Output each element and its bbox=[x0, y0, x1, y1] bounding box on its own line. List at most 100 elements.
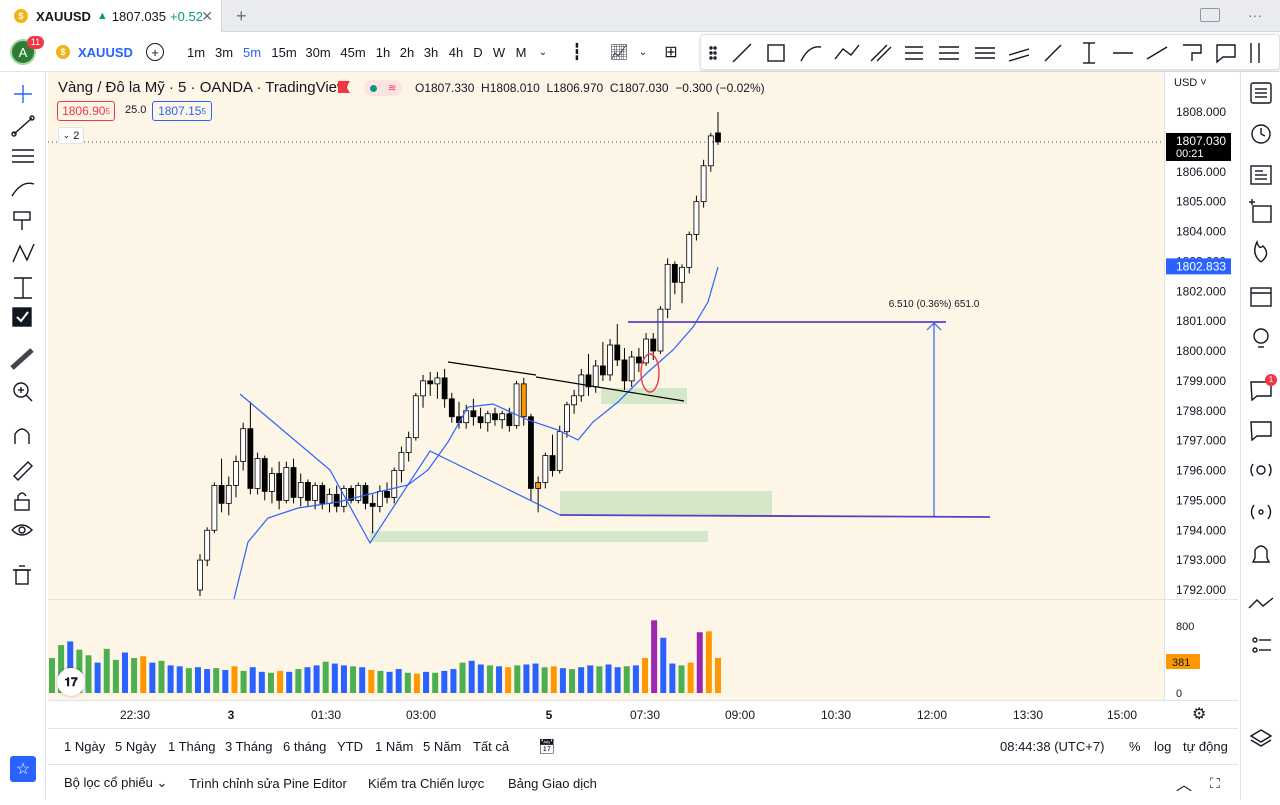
log-scale-toggle[interactable]: log bbox=[1154, 738, 1172, 754]
range-7[interactable]: 5 Năm bbox=[423, 738, 462, 754]
interval-3m[interactable]: 3m bbox=[214, 44, 234, 60]
volume-bar bbox=[231, 666, 238, 693]
interval-1h[interactable]: 1h bbox=[375, 44, 391, 60]
candle-body bbox=[276, 473, 283, 501]
clock-timezone[interactable]: 08:44:38 (UTC+7) bbox=[1000, 738, 1105, 754]
candle-body bbox=[635, 356, 642, 364]
collapse-panel-chevron-icon[interactable]: ︿ bbox=[1176, 777, 1193, 794]
interval-dropdown-chevron-icon[interactable]: ⌄ bbox=[538, 46, 548, 58]
settings-gear-icon[interactable]: ⚙︎ bbox=[1192, 706, 1207, 723]
time-tick-label: 22:30 bbox=[120, 708, 150, 722]
candle-body bbox=[520, 383, 527, 418]
regression-channel-icon bbox=[1008, 48, 1030, 62]
indicator-toggle-group[interactable]: ≋ bbox=[364, 80, 402, 96]
tab-symbol: XAUUSD bbox=[36, 8, 91, 24]
volume-bar bbox=[569, 669, 576, 693]
candle-body bbox=[628, 356, 635, 382]
volume-bar bbox=[103, 648, 110, 693]
compare-add-button[interactable]: + bbox=[144, 32, 166, 72]
chart-svg[interactable]: 6.510 (0.36%) 651.0 1808.0001807.0001806… bbox=[48, 72, 1238, 728]
close-icon[interactable]: ✕ bbox=[201, 7, 213, 24]
new-tab-button[interactable]: + bbox=[236, 6, 247, 26]
indicators-icon[interactable]: 📈︎ bbox=[609, 44, 629, 61]
cross-line-tool-icon bbox=[1146, 46, 1168, 60]
currency-selector[interactable]: USD ˅ bbox=[1174, 77, 1207, 89]
interval-1m[interactable]: 1m bbox=[186, 44, 206, 60]
collapse-indicators-button[interactable]: ⌄ 2 bbox=[58, 127, 84, 144]
interval-M[interactable]: M bbox=[515, 44, 527, 60]
volume-bar bbox=[322, 661, 329, 693]
volume-bar bbox=[249, 667, 256, 693]
range-6[interactable]: 1 Năm bbox=[375, 738, 414, 754]
tab-arrow: ▲ bbox=[96, 10, 108, 22]
zoom-in-icon bbox=[13, 382, 33, 402]
left-tools-svg bbox=[10, 85, 35, 585]
symbol-search-button[interactable]: $ XAUUSD bbox=[56, 32, 136, 72]
hotlist-flame-icon bbox=[1254, 239, 1268, 263]
panel-tab-3[interactable]: Bảng Giao dịch bbox=[508, 775, 597, 791]
news-icon bbox=[1250, 165, 1272, 185]
favorites-star-button[interactable]: ☆ bbox=[10, 756, 36, 782]
interval-5m[interactable]: 5m bbox=[242, 44, 262, 60]
candle-body bbox=[269, 473, 275, 492]
time-tick-label: 3 bbox=[228, 708, 235, 722]
indicators-chevron-icon[interactable]: ⌄ bbox=[638, 46, 648, 58]
price-tick-label: 1801.000 bbox=[1176, 314, 1226, 328]
layout-icon[interactable] bbox=[1200, 8, 1220, 22]
price-tick-label: 1802.000 bbox=[1176, 284, 1226, 298]
volume-bar bbox=[185, 668, 192, 693]
interval-D[interactable]: D bbox=[473, 44, 483, 60]
auto-scale-toggle[interactable]: tự động bbox=[1183, 738, 1228, 754]
range-5[interactable]: YTD bbox=[337, 738, 363, 754]
text-tool-left-icon bbox=[13, 211, 31, 230]
interval-2h[interactable]: 2h bbox=[399, 44, 415, 60]
ask-price: 1807.15 bbox=[158, 104, 202, 118]
sell-button[interactable]: 1806.90 5 bbox=[57, 101, 115, 121]
candle-body bbox=[283, 467, 290, 501]
magnet-icon bbox=[14, 428, 30, 444]
interval-4h[interactable]: 4h bbox=[448, 44, 464, 60]
pattern-tool-left-icon bbox=[12, 243, 35, 263]
layouts-grid-icon[interactable]: ⊞ bbox=[664, 44, 678, 61]
market-status-icon[interactable] bbox=[338, 81, 350, 93]
panel-tab-1[interactable]: Trình chỉnh sửa Pine Editor bbox=[189, 775, 347, 791]
range-8[interactable]: Tất cả bbox=[473, 738, 510, 754]
buy-button[interactable]: 1807.15 5 bbox=[152, 101, 212, 121]
range-4[interactable]: 6 tháng bbox=[283, 738, 327, 754]
candle-body bbox=[528, 416, 534, 489]
volume-bar bbox=[523, 664, 530, 693]
chart-type-candles-icon[interactable]: ┇ bbox=[572, 44, 582, 61]
interval-15m[interactable]: 15m bbox=[271, 44, 297, 60]
interval-45m[interactable]: 45m bbox=[340, 44, 366, 60]
maximize-panel-icon[interactable]: ⛶ bbox=[1210, 774, 1220, 791]
price-tick-label: 1804.000 bbox=[1176, 225, 1226, 239]
panel-tab-2[interactable]: Kiểm tra Chiến lược bbox=[368, 775, 485, 791]
candle-body bbox=[679, 266, 685, 283]
range-2[interactable]: 1 Tháng bbox=[168, 738, 216, 754]
volume-bar bbox=[642, 658, 649, 693]
range-3[interactable]: 3 Tháng bbox=[225, 738, 273, 754]
more-menu-button[interactable]: ··· bbox=[1248, 7, 1262, 23]
time-tick-label: 15:00 bbox=[1107, 708, 1137, 722]
range-1[interactable]: 5 Ngày bbox=[115, 738, 157, 754]
volume-bar bbox=[112, 659, 119, 693]
chart-area[interactable]: 6.510 (0.36%) 651.0 1808.0001807.0001806… bbox=[48, 72, 1238, 728]
candle-body bbox=[643, 338, 649, 364]
range-0[interactable]: 1 Ngày bbox=[64, 738, 106, 754]
volume-bar bbox=[669, 663, 676, 693]
goto-date-calendar-icon[interactable]: 📅︎ bbox=[538, 737, 556, 754]
volume-bar bbox=[304, 667, 311, 693]
candle-body bbox=[477, 416, 484, 424]
brush-tool-icon bbox=[800, 46, 822, 62]
panel-tab-0[interactable]: Bộ lọc cổ phiếu ⌄ bbox=[64, 775, 168, 790]
percent-scale-toggle[interactable]: % bbox=[1129, 738, 1141, 754]
browser-tab[interactable]: $ XAUUSD ▲ 1807.035 +0.52 ✕ bbox=[0, 0, 222, 32]
interval-W[interactable]: W bbox=[492, 44, 506, 60]
price-tick-label: 1806.000 bbox=[1176, 165, 1226, 179]
volume-bar bbox=[286, 671, 293, 693]
price-tick-label: 1800.000 bbox=[1176, 344, 1226, 358]
interval-30m[interactable]: 30m bbox=[305, 44, 331, 60]
ma-price-label: 1802.833 bbox=[1176, 259, 1226, 273]
candle-body bbox=[218, 485, 225, 504]
interval-3h[interactable]: 3h bbox=[423, 44, 439, 60]
